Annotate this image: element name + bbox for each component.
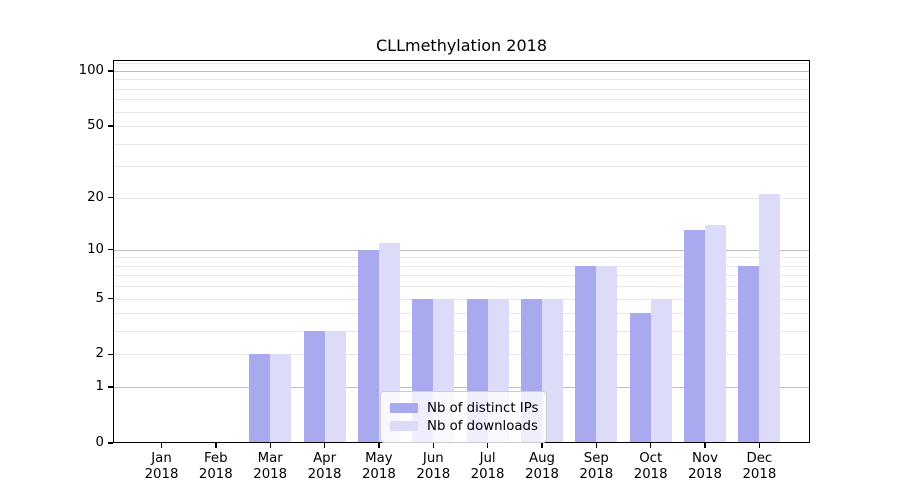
- minor-gridline: [113, 99, 810, 101]
- minor-gridline: [113, 166, 810, 168]
- legend-item-distinct-ips: Nb of distinct IPs: [390, 400, 539, 416]
- bar-downloads-apr: [324, 331, 346, 443]
- y-tick-mark: [108, 125, 113, 127]
- y-tick-label: 100: [78, 63, 104, 78]
- bar-distinct-ips-mar: [249, 354, 271, 443]
- x-tick-label: Sep 2018: [579, 451, 614, 482]
- x-tick-mark: [595, 443, 597, 448]
- major-gridline: [113, 71, 810, 72]
- x-tick-label: Jul 2018: [470, 451, 505, 482]
- x-tick-mark: [269, 443, 271, 448]
- x-tick-label: Jun 2018: [416, 451, 451, 482]
- x-tick-mark: [378, 443, 380, 448]
- y-tick-mark: [108, 353, 113, 356]
- minor-gridline: [113, 88, 810, 90]
- major-gridline: [113, 249, 810, 251]
- bar-distinct-ips-sep: [575, 265, 597, 443]
- minor-gridline: [113, 143, 810, 145]
- x-tick-label: Nov 2018: [688, 451, 722, 482]
- y-tick-label: 2: [95, 346, 104, 362]
- y-tick-label: 1: [95, 379, 104, 395]
- minor-gridline: [113, 79, 810, 81]
- bar-distinct-ips-oct: [629, 313, 651, 443]
- y-tick-mark: [108, 249, 113, 251]
- minor-gridline: [113, 257, 810, 259]
- y-tick-label: 20: [87, 189, 104, 205]
- y-tick-label: 5: [95, 290, 104, 306]
- bar-downloads-oct: [650, 298, 672, 443]
- x-tick-label: Mar 2018: [253, 451, 288, 482]
- minor-gridline: [113, 111, 810, 113]
- minor-gridline: [113, 275, 810, 277]
- major-gridline: [113, 387, 810, 389]
- x-tick-mark: [486, 443, 489, 448]
- legend-label: Nb of downloads: [427, 418, 538, 434]
- bar-downloads-mar: [270, 354, 292, 443]
- x-tick-label: Dec 2018: [742, 451, 777, 482]
- legend-label: Nb of distinct IPs: [427, 400, 539, 416]
- bar-downloads-nov: [705, 224, 726, 443]
- chart-title: CLLmethylation 2018: [375, 36, 547, 55]
- y-tick-label: 10: [87, 241, 104, 257]
- minor-gridline: [113, 298, 810, 300]
- minor-gridline: [113, 265, 810, 267]
- bar-distinct-ips-may: [357, 249, 379, 443]
- x-tick-mark: [650, 443, 652, 448]
- minor-gridline: [113, 63, 810, 65]
- minor-gridline: [113, 126, 810, 128]
- y-tick-mark: [108, 442, 113, 444]
- x-tick-label: Jan 2018: [144, 451, 179, 482]
- legend-item-downloads: Nb of downloads: [390, 418, 538, 434]
- y-tick-mark: [108, 70, 113, 72]
- y-tick-mark: [108, 196, 113, 199]
- minor-gridline: [113, 197, 810, 199]
- y-tick-label: 0: [95, 435, 104, 450]
- minor-gridline: [113, 286, 810, 288]
- plot-area: [113, 60, 810, 443]
- y-tick-label: 50: [87, 118, 104, 134]
- x-tick-mark: [160, 443, 163, 448]
- bar-distinct-ips-nov: [684, 230, 705, 443]
- x-tick-mark: [758, 443, 760, 448]
- minor-gridline: [113, 313, 810, 315]
- minor-gridline: [113, 354, 810, 356]
- y-tick-mark: [108, 297, 113, 300]
- legend-swatch-downloads: [390, 421, 418, 431]
- bar-distinct-ips-apr: [303, 331, 325, 443]
- x-tick-label: Apr 2018: [307, 451, 342, 482]
- legend: Nb of distinct IPs Nb of downloads: [380, 391, 547, 443]
- y-tick-mark: [108, 386, 113, 388]
- bar-distinct-ips-dec: [738, 265, 760, 443]
- x-tick-label: Oct 2018: [633, 451, 668, 482]
- x-tick-label: May 2018: [361, 451, 396, 482]
- x-tick-mark: [704, 443, 706, 448]
- x-tick-label: Aug 2018: [525, 451, 559, 482]
- x-tick-mark: [432, 443, 434, 448]
- bar-downloads-dec: [759, 193, 781, 443]
- x-tick-label: Feb 2018: [198, 451, 233, 482]
- bar-downloads-aug: [542, 298, 563, 443]
- minor-gridline: [113, 331, 810, 333]
- x-tick-mark: [215, 443, 217, 448]
- bar-downloads-sep: [596, 265, 618, 443]
- x-tick-mark: [323, 443, 326, 448]
- x-tick-mark: [541, 443, 543, 448]
- legend-swatch-distinct-ips: [390, 403, 418, 413]
